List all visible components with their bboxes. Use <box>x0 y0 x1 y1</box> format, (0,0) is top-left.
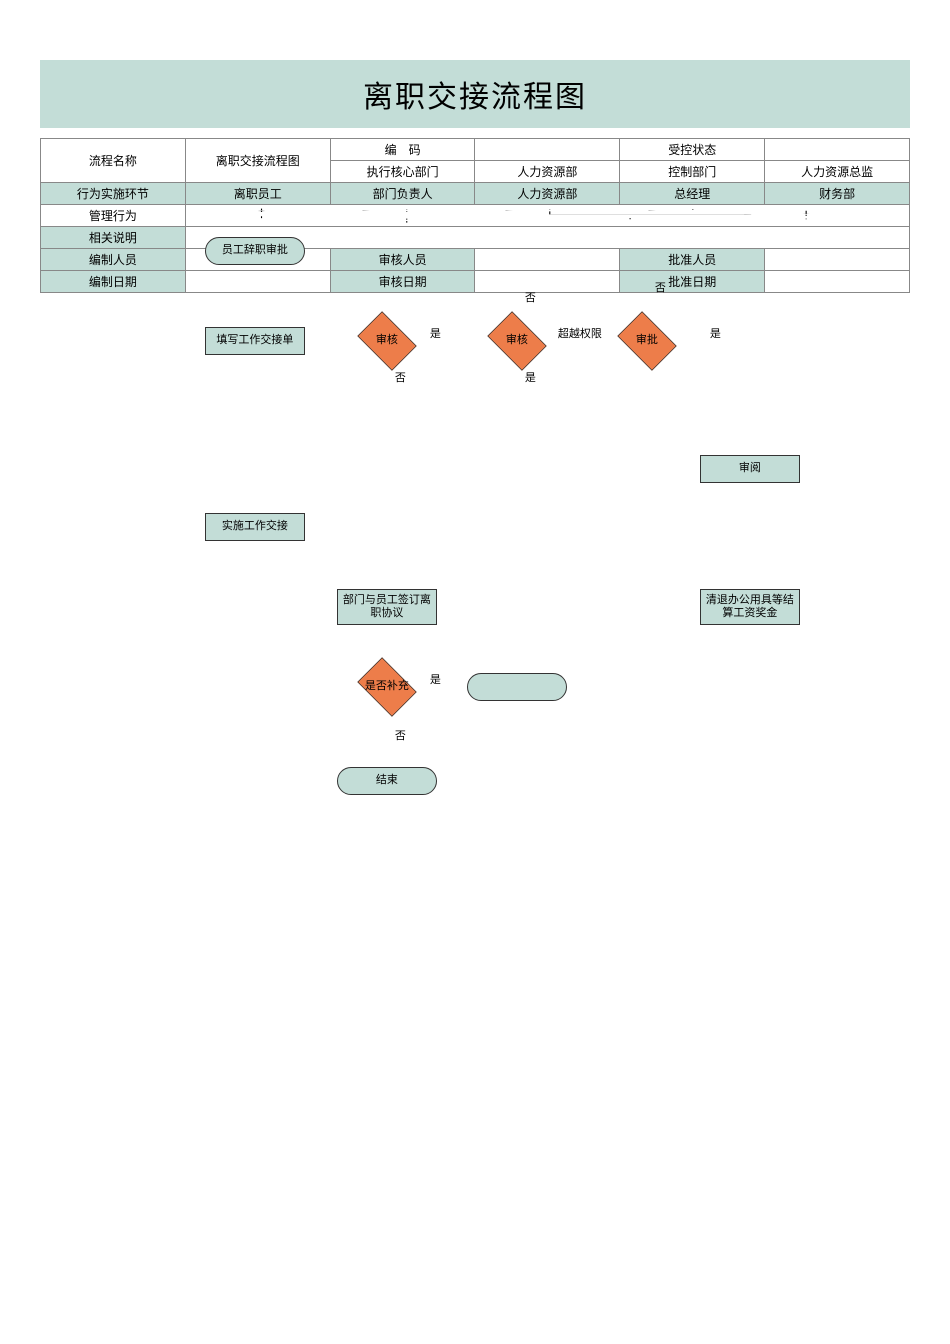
hdr-exec-dept-value: 人力资源部 <box>475 161 620 183</box>
footer-approve-date-label: 批准日期 <box>620 271 765 293</box>
lane-hdr-gm: 总经理 <box>620 183 765 205</box>
lane-hdr-employee: 离职员工 <box>185 183 330 205</box>
footer-reviewer-value <box>475 249 620 271</box>
footer-review-date-label: 审核日期 <box>330 271 475 293</box>
hdr-control-dept-value: 人力资源总监 <box>765 161 910 183</box>
footer-approver-label: 批准人员 <box>620 249 765 271</box>
node-start: 员工辞职审批 <box>205 237 305 265</box>
node-end: 结束 <box>337 767 437 795</box>
node-supplement-question: 是否补充 <box>352 662 422 712</box>
label-yes-1: 是 <box>430 325 441 341</box>
footer-reviewer-label: 审核人员 <box>330 249 475 271</box>
hdr-controlled-state-label: 受控状态 <box>620 139 765 161</box>
label-no-1: 否 <box>395 369 406 385</box>
lane-hdr-behavior: 行为实施环节 <box>41 183 186 205</box>
node-return-items: 清退办公用具等结算工资奖金 <box>700 589 800 625</box>
node-supplement-blank <box>467 673 567 701</box>
label-exceed: 超越权限 <box>558 325 602 341</box>
lane-hdr-dept-head: 部门负责人 <box>330 183 475 205</box>
node-approve: 审批 <box>612 316 682 366</box>
label-yes-3: 是 <box>710 325 721 341</box>
hdr-code-label: 编 码 <box>330 139 475 161</box>
footer-related-label: 相关说明 <box>41 227 186 249</box>
lane-hdr-finance: 财务部 <box>765 183 910 205</box>
footer-review-date-value <box>475 271 620 293</box>
node-review1: 审核 <box>352 316 422 366</box>
label-yes-2: 是 <box>525 369 536 385</box>
footer-author-label: 编制人员 <box>41 249 186 271</box>
footer-approver-value <box>765 249 910 271</box>
node-sign-agreement: 部门与员工签订离职协议 <box>337 589 437 625</box>
footer-author-date-label: 编制日期 <box>41 271 186 293</box>
lane-hdr-hr: 人力资源部 <box>475 183 620 205</box>
hdr-code-value <box>475 139 620 161</box>
node-implement: 实施工作交接 <box>205 513 305 541</box>
label-no-4: 否 <box>395 727 406 743</box>
flow-edges <box>190 207 905 224</box>
node-review2: 审核 <box>482 316 552 366</box>
label-yes-4: 是 <box>430 671 441 687</box>
flow-stage: 员工辞职审批 填写工作交接单 审核 审核 审批 审阅 实施工作交接 部门与员工签… <box>190 207 905 224</box>
hdr-process-name-label: 流程名称 <box>41 139 186 183</box>
node-fill-form: 填写工作交接单 <box>205 327 305 355</box>
footer-approve-date-value <box>765 271 910 293</box>
hdr-control-dept-label: 控制部门 <box>620 161 765 183</box>
lane-sidelabel: 管理行为 <box>41 205 186 227</box>
footer-author-date-value <box>185 271 330 293</box>
node-review-read: 审阅 <box>700 455 800 483</box>
flowchart-table: 流程名称 离职交接流程图 编 码 受控状态 执行核心部门 人力资源部 控制部门 … <box>40 138 910 293</box>
label-no-3: 否 <box>655 279 666 295</box>
hdr-process-name-value: 离职交接流程图 <box>185 139 330 183</box>
hdr-controlled-state-value <box>765 139 910 161</box>
page-title: 离职交接流程图 <box>40 60 910 128</box>
label-no-2: 否 <box>525 289 536 305</box>
hdr-exec-dept-label: 执行核心部门 <box>330 161 475 183</box>
